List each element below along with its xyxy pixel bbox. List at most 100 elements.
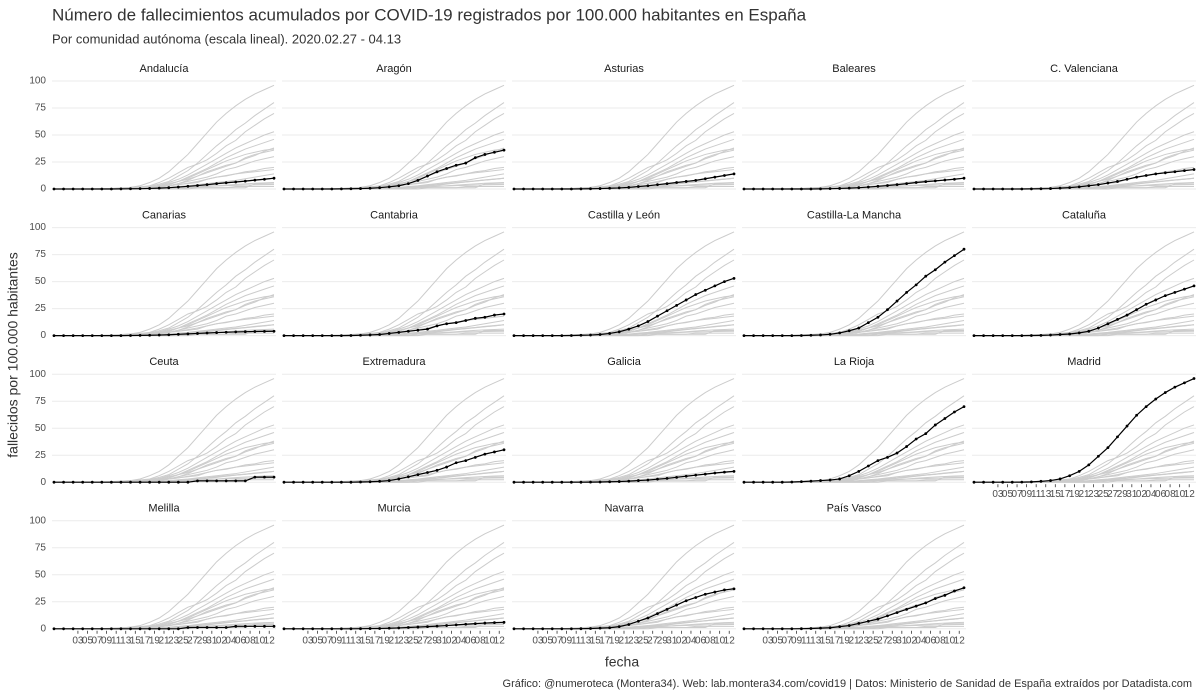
point [100,480,104,484]
point [109,480,113,484]
point [771,187,775,191]
point [656,477,659,481]
point [330,480,334,484]
point [512,627,516,631]
point [933,179,937,183]
x-tick-label: 27 [647,635,659,646]
point [349,627,353,631]
point [905,182,909,186]
point [1135,413,1139,417]
point [723,174,726,177]
point [541,627,545,631]
point [636,185,640,188]
point [1068,332,1072,336]
x-tick-label: 15 [590,635,602,646]
point [1163,294,1167,298]
point [1173,291,1177,294]
point [694,178,698,182]
point [684,474,688,478]
point [675,603,679,607]
point [243,624,247,628]
point [464,319,468,322]
point [1029,187,1033,191]
point [1154,172,1158,176]
point [205,331,209,335]
point [272,176,276,180]
point [320,187,324,191]
point [253,178,257,182]
point [943,593,947,597]
highlight-line [974,285,1195,337]
point [1163,391,1167,394]
highlight-line [54,476,274,483]
x-tick-label: 31 [896,635,908,646]
point [282,187,286,191]
x-tick-label: 19 [609,635,621,646]
y-tick-label: 100 [29,515,46,526]
point [636,479,640,482]
point [176,332,180,336]
point [866,321,870,325]
point [819,333,822,337]
point [953,177,956,181]
x-tick-label: 25 [868,635,880,646]
x-tick-label: 07 [91,635,103,646]
point [1116,180,1119,183]
x-tick-label: 23 [858,635,870,646]
y-tick-label: 25 [35,157,47,168]
x-tick-label: 17 [139,635,151,646]
point [512,187,516,191]
x-tick-label: 05 [82,635,94,646]
point [522,480,525,484]
x-tick-label: 29 [197,635,209,646]
point [895,183,899,187]
highlight-line [974,168,1195,190]
point [263,475,266,479]
point [483,315,487,319]
x-tick-label: 03 [762,635,774,646]
strip-title: Castilla y León [588,210,660,222]
point [933,423,937,427]
x-tick-label: 08 [935,635,947,646]
point [445,465,449,469]
point [483,452,487,456]
y-tick-label: 75 [35,249,47,260]
point [1087,329,1091,333]
x-tick-label: 13 [120,635,132,646]
point [1116,435,1119,439]
point [282,334,286,337]
x-tick-label: 19 [839,635,851,646]
point [1039,187,1043,191]
point [435,468,439,472]
point [780,627,784,631]
x-tick-label: 23 [168,635,180,646]
point [387,479,391,482]
point [483,621,487,625]
point [752,187,755,191]
point [253,330,257,333]
point [129,187,132,191]
point [617,480,621,483]
point [991,480,995,484]
point [627,623,631,626]
x-tick-label: 03 [72,635,84,646]
point [636,324,640,328]
point [426,327,429,331]
point [847,186,851,190]
point [109,187,113,191]
point [473,156,477,160]
point [243,179,247,183]
chart-title: Número de fallecimientos acumulados por … [52,5,807,24]
point [119,334,123,337]
x-tick-label: 13 [1040,489,1052,500]
point [914,604,918,608]
x-tick-label: 04 [1145,489,1157,500]
point [224,626,228,629]
x-tick-label: 13 [350,635,362,646]
point [828,187,832,191]
y-tick-label: 0 [40,330,46,341]
point [531,627,535,631]
point [713,590,717,594]
x-tick-label: 08 [1165,489,1177,500]
point [828,478,832,482]
